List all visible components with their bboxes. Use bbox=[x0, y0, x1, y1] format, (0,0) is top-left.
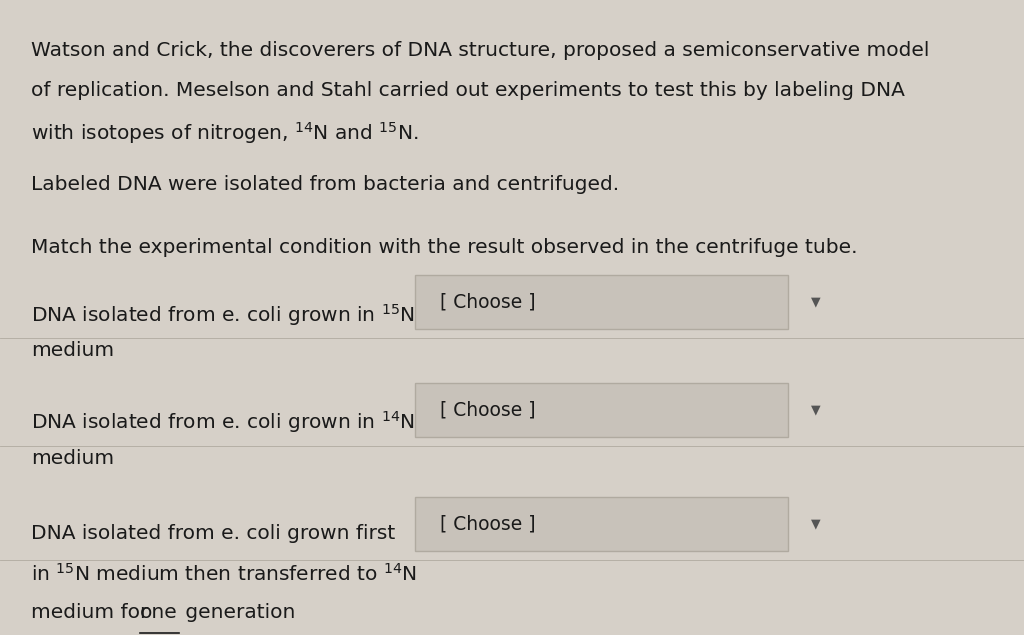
Text: [ Choose ]: [ Choose ] bbox=[440, 400, 536, 419]
Text: medium for: medium for bbox=[31, 603, 155, 622]
FancyBboxPatch shape bbox=[415, 382, 788, 437]
Text: Match the experimental condition with the result observed in the centrifuge tube: Match the experimental condition with th… bbox=[31, 238, 857, 257]
Text: medium: medium bbox=[31, 341, 114, 360]
Text: one: one bbox=[140, 603, 178, 622]
Text: [ Choose ]: [ Choose ] bbox=[440, 292, 536, 311]
Text: ▼: ▼ bbox=[811, 403, 820, 416]
FancyBboxPatch shape bbox=[415, 497, 788, 551]
Text: Labeled DNA were isolated from bacteria and centrifuged.: Labeled DNA were isolated from bacteria … bbox=[31, 175, 618, 194]
Text: ▼: ▼ bbox=[811, 295, 820, 308]
Text: generation: generation bbox=[179, 603, 296, 622]
Text: in $^{15}$N medium then transferred to $^{14}$N: in $^{15}$N medium then transferred to $… bbox=[31, 563, 417, 585]
Text: DNA isolated from e. coli grown in $^{14}$N: DNA isolated from e. coli grown in $^{14… bbox=[31, 410, 415, 436]
Text: DNA isolated from e. coli grown in $^{15}$N: DNA isolated from e. coli grown in $^{15… bbox=[31, 302, 415, 328]
Text: of replication. Meselson and Stahl carried out experiments to test this by label: of replication. Meselson and Stahl carri… bbox=[31, 81, 904, 100]
Text: with isotopes of nitrogen, $^{14}$N and $^{15}$N.: with isotopes of nitrogen, $^{14}$N and … bbox=[31, 120, 418, 146]
Text: medium: medium bbox=[31, 449, 114, 468]
Text: [ Choose ]: [ Choose ] bbox=[440, 514, 536, 533]
Text: DNA isolated from e. coli grown first: DNA isolated from e. coli grown first bbox=[31, 524, 395, 543]
FancyBboxPatch shape bbox=[415, 274, 788, 329]
Text: ▼: ▼ bbox=[811, 518, 820, 530]
Text: Watson and Crick, the discoverers of DNA structure, proposed a semiconservative : Watson and Crick, the discoverers of DNA… bbox=[31, 41, 929, 60]
